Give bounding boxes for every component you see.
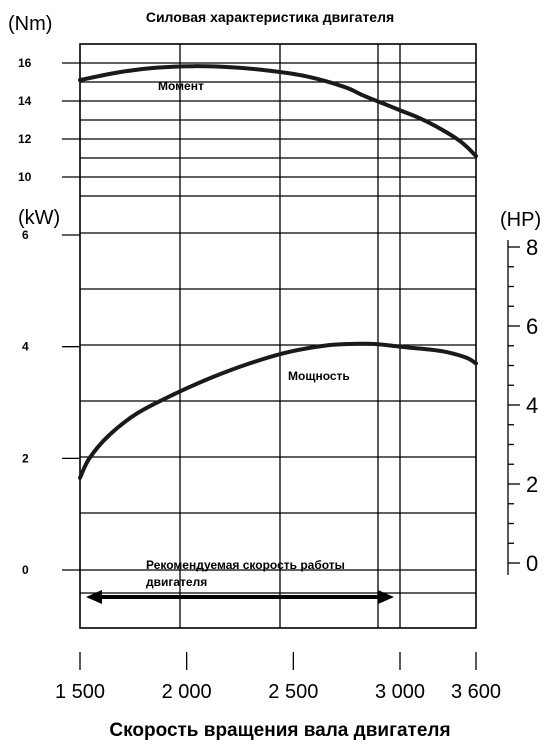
torque-tick-label: 16 xyxy=(18,56,32,70)
chart-title: Силовая характеристика двигателя xyxy=(146,9,394,25)
power-tick-label: 0 xyxy=(22,563,29,577)
arrow-head-right xyxy=(378,590,394,604)
torque-tick-label: 14 xyxy=(18,94,32,108)
power-tick-label: 6 xyxy=(22,228,29,242)
hp-tick-label: 2 xyxy=(526,472,538,497)
arrow-head-left xyxy=(86,590,102,604)
recommended-text-line1: Рекомендуемая скорость работы xyxy=(146,558,345,572)
plot-frame xyxy=(79,43,477,629)
torque-curve-label: Момент xyxy=(158,79,204,93)
x-tick-label: 3 000 xyxy=(375,681,425,703)
power-curve-label: Мощность xyxy=(288,369,350,383)
hp-tick-label: 6 xyxy=(526,314,538,339)
power-axis-unit: (kW) xyxy=(18,207,60,229)
recommended-text-line2: двигателя xyxy=(146,575,207,589)
hp-tick-label: 0 xyxy=(526,551,538,576)
torque-tick-label: 10 xyxy=(18,170,32,184)
hp-tick-label: 4 xyxy=(526,393,538,418)
power-curve xyxy=(78,341,478,480)
x-tick-label: 2 500 xyxy=(268,681,318,703)
torque-axis-unit: (Nm) xyxy=(8,13,52,35)
hp-tick-label: 8 xyxy=(526,235,538,260)
x-tick-label: 3 600 xyxy=(451,681,501,703)
power-tick-label: 2 xyxy=(22,451,29,465)
power-tick-label: 4 xyxy=(22,340,29,354)
x-tick-label: 2 000 xyxy=(162,681,212,703)
x-tick-label: 1 500 xyxy=(55,681,105,703)
torque-curve xyxy=(78,64,478,159)
hp-axis-unit: (HP) xyxy=(500,209,541,231)
x-axis-label: Скорость вращения вала двигателя xyxy=(109,720,450,741)
torque-tick-label: 12 xyxy=(18,132,32,146)
